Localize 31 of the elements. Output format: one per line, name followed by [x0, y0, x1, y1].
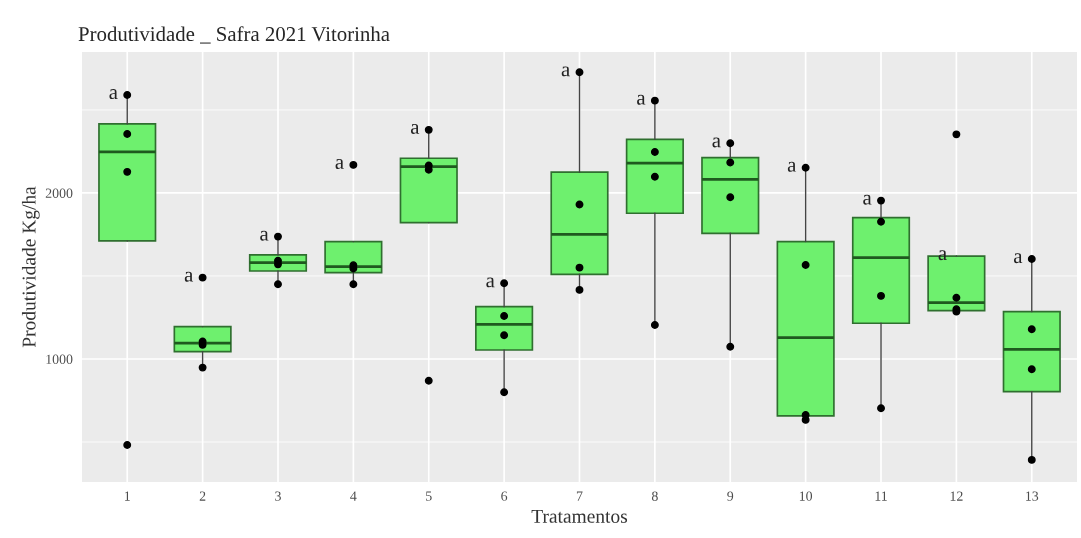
x-tick-label: 4 [350, 491, 357, 501]
annotation: a [637, 94, 646, 105]
x-tick-label: 6 [501, 491, 508, 501]
x-tick-label: 10 [799, 491, 813, 501]
y-tick-label: 1000 [46, 354, 73, 364]
annotation: a [486, 277, 495, 288]
annotation: a [335, 159, 344, 169]
annotation: a [787, 161, 797, 172]
x-tick-label: 1 [124, 491, 130, 501]
x-axis-title: Tratamentos [531, 509, 628, 523]
x-tick-label: 11 [875, 491, 887, 501]
annotation: a [863, 194, 872, 205]
annotation: a [712, 137, 721, 148]
x-tick-label: 13 [1026, 491, 1039, 501]
x-tick-label: 5 [426, 491, 432, 501]
chart-title: Produtividade _ Safra 2021 Vitorinha [78, 26, 390, 44]
x-tick-label: 3 [275, 491, 281, 501]
x-tick-label: 7 [576, 491, 583, 501]
x-tick-label: 2 [199, 491, 206, 501]
annotation: a [410, 123, 420, 134]
annotation: a [561, 66, 570, 77]
x-tick-label: 8 [651, 491, 658, 501]
annotation: a [109, 89, 118, 100]
x-tick-label: 12 [950, 491, 963, 501]
x-tick-label: 9 [727, 491, 734, 501]
annotation: a [184, 271, 194, 282]
annotation: a [1013, 253, 1023, 264]
annotation: a [260, 230, 269, 241]
annotation: a [938, 250, 947, 261]
y-axis-title: Produtividade Kg/ha [21, 186, 40, 348]
y-tick-label: 2000 [45, 188, 73, 198]
